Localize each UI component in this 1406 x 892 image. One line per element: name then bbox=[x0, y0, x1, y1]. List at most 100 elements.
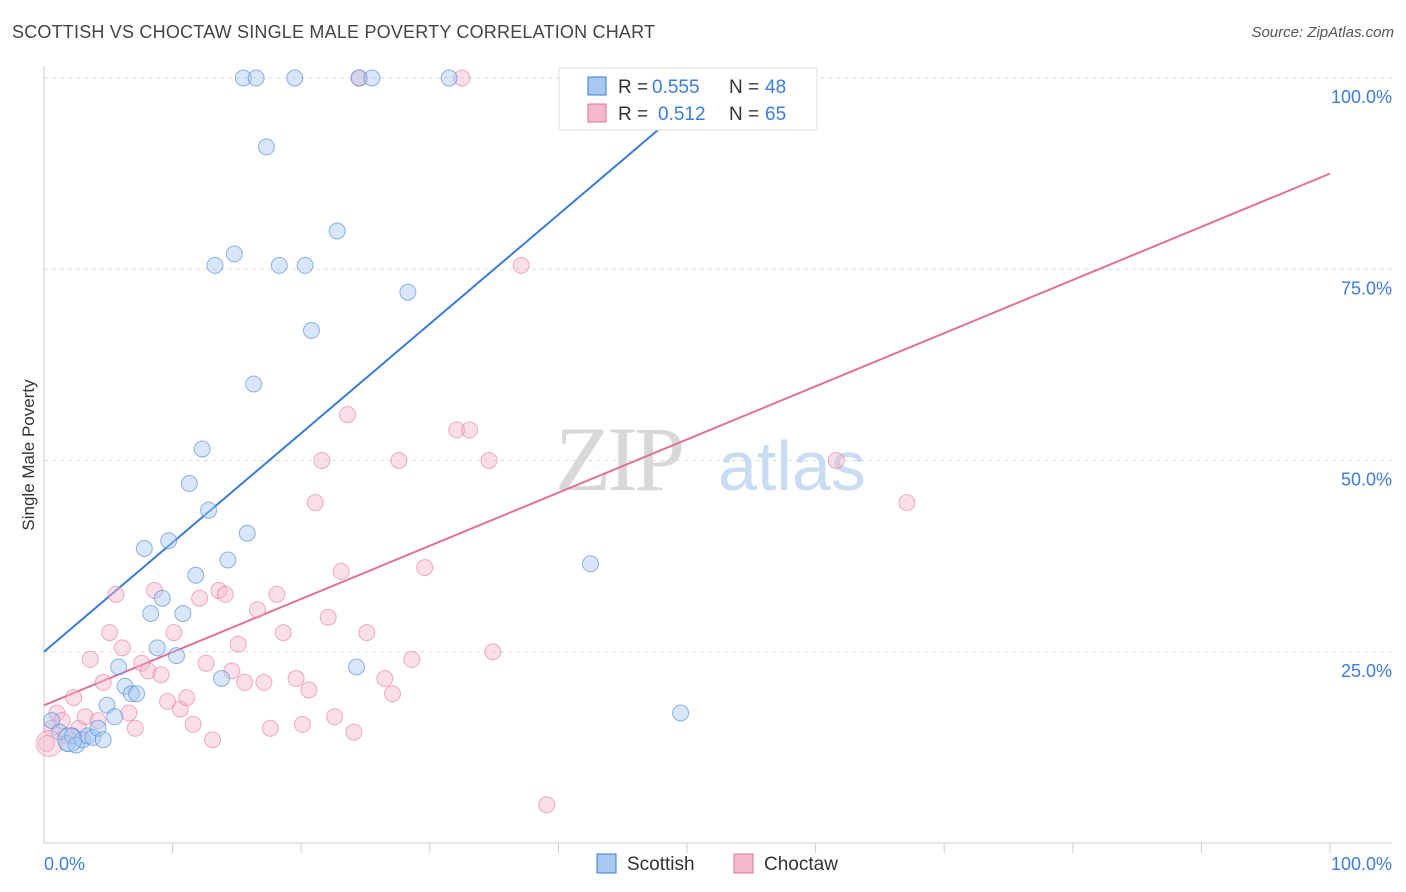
point-scottish bbox=[160, 532, 178, 550]
point-choctaw bbox=[65, 689, 83, 707]
bottom-legend-swatch-scottish bbox=[596, 853, 617, 874]
legend-r-value-scottish: 0.555 bbox=[652, 77, 700, 98]
point-choctaw bbox=[376, 670, 394, 687]
watermark-zip: ZIP bbox=[555, 408, 682, 510]
legend-r-label-scottish: R = bbox=[618, 77, 648, 98]
point-choctaw bbox=[332, 562, 350, 580]
point-scottish bbox=[94, 731, 112, 749]
point-scottish bbox=[672, 704, 690, 722]
legend-r-value-choctaw: 0.512 bbox=[658, 104, 706, 125]
point-scottish bbox=[142, 605, 160, 622]
chart-title: SCOTTISH VS CHOCTAW SINGLE MALE POVERTY … bbox=[12, 22, 656, 42]
point-choctaw bbox=[484, 643, 502, 661]
point-scottish bbox=[135, 540, 153, 557]
point-choctaw bbox=[448, 421, 466, 439]
bottom-legend-choctaw: Choctaw bbox=[764, 854, 838, 875]
point-scottish bbox=[245, 375, 263, 393]
point-scottish bbox=[206, 256, 224, 274]
point-choctaw bbox=[274, 624, 292, 642]
x-tick-min: 0.0% bbox=[44, 854, 85, 874]
point-scottish bbox=[350, 69, 368, 87]
point-choctaw bbox=[287, 670, 305, 687]
point-choctaw bbox=[461, 421, 479, 439]
x-tick-max: 100.0% bbox=[1331, 854, 1392, 874]
point-choctaw bbox=[313, 452, 331, 469]
point-scottish bbox=[193, 440, 211, 458]
y-axis-label: Single Male Poverty bbox=[19, 379, 38, 531]
point-choctaw bbox=[35, 730, 63, 757]
legend-n-label-scottish: N = bbox=[729, 77, 759, 98]
point-scottish bbox=[440, 69, 458, 87]
y-tick-label: 75.0% bbox=[1341, 278, 1392, 298]
point-choctaw bbox=[480, 452, 498, 469]
point-scottish bbox=[180, 475, 198, 492]
point-choctaw bbox=[249, 601, 266, 619]
point-scottish bbox=[200, 501, 218, 519]
point-scottish bbox=[234, 69, 252, 87]
point-scottish bbox=[128, 685, 146, 703]
legend-swatch-scottish bbox=[587, 76, 607, 96]
point-choctaw bbox=[827, 452, 845, 469]
point-choctaw bbox=[268, 585, 286, 603]
point-choctaw bbox=[76, 708, 94, 726]
point-choctaw bbox=[81, 650, 99, 668]
legend-n-value-choctaw: 65 bbox=[765, 104, 786, 125]
point-scottish bbox=[296, 256, 314, 274]
point-scottish bbox=[153, 589, 171, 607]
point-scottish bbox=[399, 283, 417, 301]
series-legend: Scottish Choctaw bbox=[596, 853, 838, 875]
point-scottish bbox=[213, 670, 230, 687]
point-choctaw bbox=[306, 494, 324, 512]
point-scottish bbox=[225, 245, 243, 263]
point-scottish bbox=[122, 685, 140, 703]
point-scottish bbox=[582, 555, 599, 573]
point-choctaw bbox=[159, 693, 176, 710]
point-choctaw bbox=[261, 719, 279, 737]
y-tick-labels: 25.0% 50.0% 75.0% 100.0% bbox=[1331, 87, 1392, 681]
point-choctaw bbox=[390, 452, 408, 469]
axes bbox=[43, 66, 1392, 853]
point-scottish bbox=[348, 658, 365, 676]
point-choctaw bbox=[898, 494, 916, 512]
point-choctaw bbox=[358, 624, 376, 642]
point-choctaw bbox=[178, 689, 196, 707]
point-choctaw bbox=[229, 635, 247, 653]
point-scottish bbox=[57, 727, 83, 753]
bottom-legend-swatch-choctaw bbox=[733, 853, 754, 874]
point-choctaw bbox=[512, 256, 530, 274]
point-scottish bbox=[174, 605, 192, 622]
point-choctaw bbox=[236, 673, 254, 691]
watermark-atlas: atlas bbox=[718, 427, 866, 505]
point-choctaw bbox=[94, 673, 112, 691]
point-choctaw bbox=[152, 666, 170, 684]
legend-swatch-choctaw bbox=[587, 103, 607, 123]
point-scottish bbox=[89, 719, 107, 737]
point-scottish bbox=[168, 647, 185, 665]
point-scottish bbox=[258, 138, 275, 156]
point-choctaw bbox=[120, 704, 138, 722]
point-scottish bbox=[148, 639, 166, 657]
point-choctaw bbox=[339, 406, 356, 424]
point-scottish bbox=[106, 708, 124, 726]
legend-r-label-choctaw: R = bbox=[618, 104, 648, 125]
point-scottish bbox=[363, 69, 381, 87]
point-choctaw bbox=[107, 585, 125, 603]
y-tick-label: 50.0% bbox=[1341, 470, 1392, 490]
point-choctaw bbox=[139, 662, 157, 680]
grid-lines bbox=[44, 77, 1392, 653]
point-choctaw bbox=[38, 735, 56, 752]
trendline-choctaw bbox=[43, 172, 1331, 707]
point-choctaw bbox=[197, 654, 215, 672]
trend-lines bbox=[43, 77, 1331, 707]
point-choctaw bbox=[294, 715, 311, 733]
point-choctaw bbox=[184, 715, 202, 733]
point-choctaw bbox=[216, 585, 234, 603]
correlation-legend: R = 0.555 N = 48 R = 0.512 N = 65 bbox=[558, 67, 818, 131]
point-choctaw bbox=[191, 589, 209, 607]
point-choctaw bbox=[319, 608, 337, 626]
point-choctaw bbox=[326, 708, 344, 726]
watermark: ZIP atlas bbox=[555, 408, 866, 510]
legend-n-label-choctaw: N = bbox=[729, 104, 759, 125]
point-choctaw bbox=[101, 624, 119, 642]
